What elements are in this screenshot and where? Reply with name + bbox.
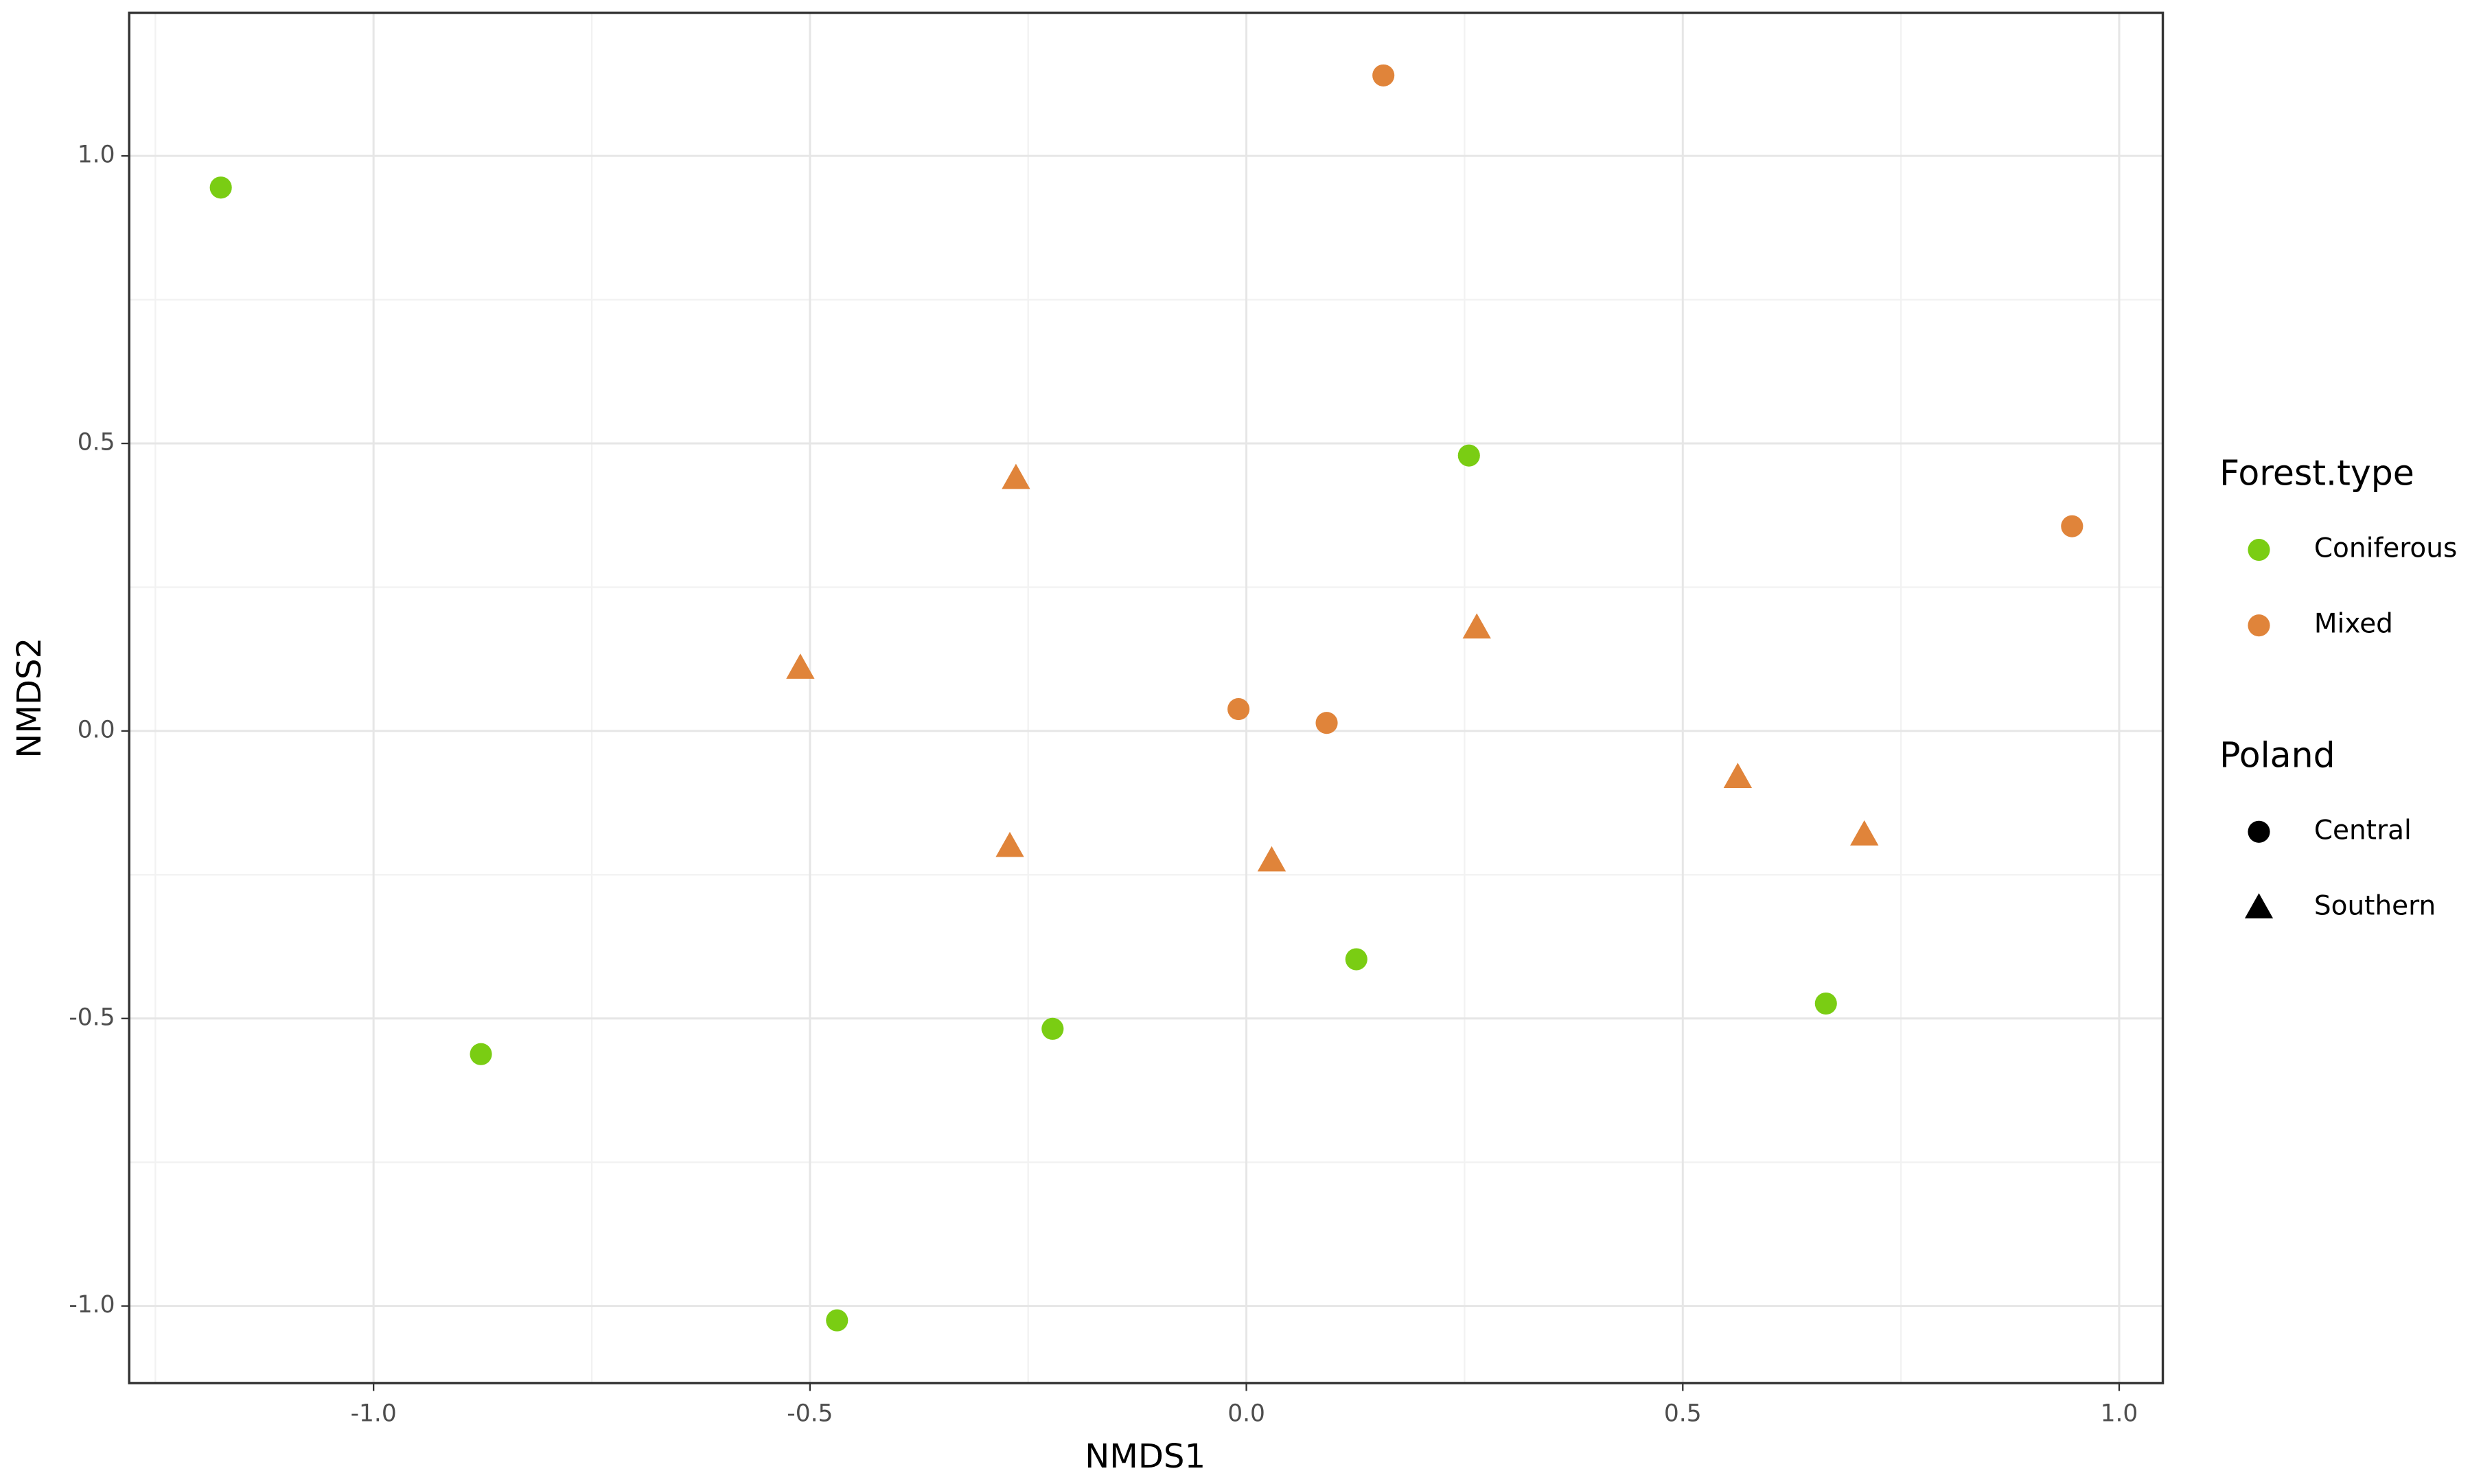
y-tick-label: 0.0 xyxy=(78,716,115,743)
y-tick-label: 1.0 xyxy=(78,141,115,169)
point xyxy=(1850,820,1879,846)
point xyxy=(1372,64,1395,86)
point xyxy=(995,831,1024,857)
point xyxy=(1462,613,1491,639)
x-tick-label: 0.5 xyxy=(1664,1400,1702,1427)
point xyxy=(1723,763,1753,789)
point xyxy=(1002,463,1030,489)
legend-title: Poland xyxy=(2219,734,2335,775)
x-axis-title: NMDS1 xyxy=(1085,1437,1205,1476)
point xyxy=(826,1309,849,1332)
legend-swatch xyxy=(2248,538,2270,561)
legend-swatch xyxy=(2248,820,2270,843)
x-tick-label: -0.5 xyxy=(787,1400,833,1427)
point xyxy=(1457,444,1480,467)
legend-label: Coniferous xyxy=(2314,533,2457,564)
point xyxy=(1315,712,1338,734)
y-tick-label: -0.5 xyxy=(69,1004,115,1031)
point xyxy=(1345,948,1367,971)
legend-title: Forest.type xyxy=(2219,453,2414,494)
point xyxy=(786,653,815,679)
point xyxy=(1041,1017,1064,1040)
point xyxy=(209,176,232,199)
x-tick-label: 1.0 xyxy=(2101,1400,2138,1427)
x-tick-label: 0.0 xyxy=(1227,1400,1265,1427)
point xyxy=(2061,515,2084,537)
legend-swatch xyxy=(2248,614,2270,637)
y-tick-label: -1.0 xyxy=(69,1291,115,1319)
plot-border xyxy=(128,11,2165,1384)
point xyxy=(1257,846,1286,872)
x-tick-label: -1.0 xyxy=(351,1400,397,1427)
point xyxy=(1814,992,1837,1015)
legend-label: Mixed xyxy=(2314,609,2393,640)
legend-label: Southern xyxy=(2314,890,2436,921)
point xyxy=(470,1043,492,1065)
legend-swatch xyxy=(2244,893,2274,918)
y-axis-title: NMDS2 xyxy=(10,638,49,758)
legend-label: Central xyxy=(2314,815,2412,846)
point xyxy=(1227,698,1250,721)
y-tick-label: 0.5 xyxy=(78,429,115,456)
